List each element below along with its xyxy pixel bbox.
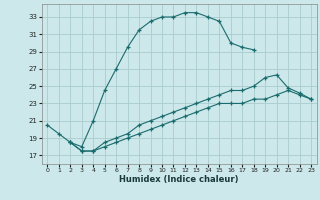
X-axis label: Humidex (Indice chaleur): Humidex (Indice chaleur) xyxy=(119,175,239,184)
